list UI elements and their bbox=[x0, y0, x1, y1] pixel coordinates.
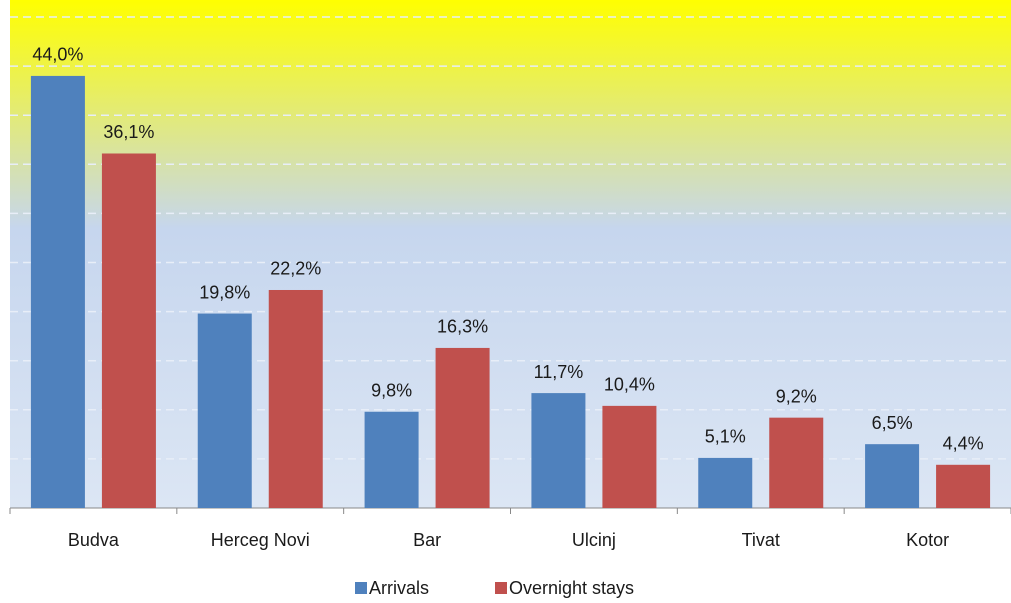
bar bbox=[865, 444, 920, 508]
bar bbox=[197, 313, 252, 508]
x-tick-label: Bar bbox=[413, 530, 441, 550]
bar bbox=[531, 393, 586, 508]
bar bbox=[698, 457, 753, 508]
legend-label: Arrivals bbox=[369, 578, 429, 598]
bar bbox=[268, 289, 323, 508]
x-tick-label: Ulcinj bbox=[572, 530, 616, 550]
bar bbox=[30, 75, 85, 509]
data-label: 10,4% bbox=[604, 375, 655, 395]
plot-background bbox=[10, 0, 1011, 508]
data-label: 16,3% bbox=[437, 317, 488, 337]
bar bbox=[769, 417, 824, 508]
bar bbox=[101, 153, 156, 509]
bar bbox=[936, 464, 991, 508]
x-tick-label: Budva bbox=[68, 530, 120, 550]
data-label: 5,1% bbox=[705, 427, 746, 447]
x-tick-label: Herceg Novi bbox=[211, 530, 310, 550]
legend-label: Overnight stays bbox=[509, 578, 634, 598]
bar bbox=[364, 411, 419, 508]
data-label: 44,0% bbox=[32, 45, 83, 65]
data-label: 11,7% bbox=[534, 362, 584, 382]
x-tick-label: Tivat bbox=[742, 530, 780, 550]
data-label: 6,5% bbox=[872, 413, 913, 433]
bar bbox=[602, 405, 657, 508]
data-label: 9,8% bbox=[371, 381, 412, 401]
data-label: 9,2% bbox=[776, 386, 817, 406]
legend-swatch bbox=[495, 582, 507, 594]
data-label: 19,8% bbox=[199, 282, 250, 302]
data-label: 36,1% bbox=[103, 122, 154, 142]
x-tick-label: Kotor bbox=[906, 530, 949, 550]
legend-swatch bbox=[355, 582, 367, 594]
data-label: 22,2% bbox=[270, 259, 321, 279]
data-label: 4,4% bbox=[943, 434, 984, 454]
bar bbox=[435, 347, 490, 508]
